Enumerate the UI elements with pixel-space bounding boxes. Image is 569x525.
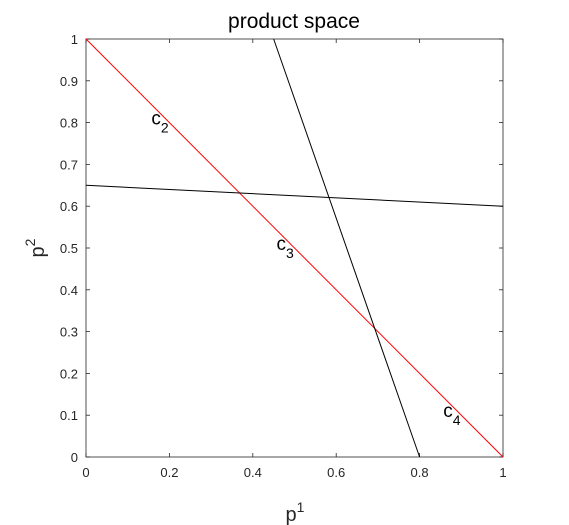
x-tick-label: 0 bbox=[82, 465, 89, 480]
curve-label-c3: c3 bbox=[277, 234, 295, 261]
y-axis-label-sup: 2 bbox=[22, 238, 38, 246]
x-axis-ticks: 0 0.2 0.4 0.6 0.8 1 bbox=[82, 39, 507, 480]
series-line-steep-line bbox=[273, 38, 421, 458]
y-tick-label: 0.4 bbox=[60, 283, 78, 298]
y-tick-label: 0.5 bbox=[60, 241, 78, 256]
series-line-red-line bbox=[85, 38, 504, 458]
y-tick-label: 0.2 bbox=[60, 366, 78, 381]
y-axis-ticks: 0 0.1 0.2 0.3 0.4 0.5 0.6 0.7 0.8 0.9 1 bbox=[60, 32, 503, 465]
x-tick-label: 0.6 bbox=[327, 465, 345, 480]
x-tick-label: 1 bbox=[499, 465, 506, 480]
y-tick-label: 0.6 bbox=[60, 199, 78, 214]
y-tick-label: 1 bbox=[71, 32, 78, 47]
curve-label-base: c bbox=[277, 234, 287, 255]
curve-label-sub: 4 bbox=[453, 412, 461, 428]
y-tick-label: 0 bbox=[71, 450, 78, 465]
curve-label-base: c bbox=[443, 401, 453, 422]
chart-title: product space bbox=[228, 10, 360, 33]
x-tick-label: 0.2 bbox=[160, 465, 178, 480]
y-tick-label: 0.8 bbox=[60, 116, 78, 131]
x-axis-label: p1 bbox=[286, 499, 305, 525]
y-tick-label: 0.3 bbox=[60, 325, 78, 340]
curve-label-sub: 3 bbox=[286, 245, 294, 261]
y-axis-label: p2 bbox=[22, 238, 49, 257]
y-tick-label: 0.1 bbox=[60, 408, 78, 423]
curve-label-c2: c2 bbox=[151, 109, 169, 136]
x-tick-label: 0.4 bbox=[244, 465, 262, 480]
y-tick-label: 0.9 bbox=[60, 74, 78, 89]
x-tick-label: 0.8 bbox=[411, 465, 429, 480]
y-axis-label-base: p bbox=[27, 246, 49, 257]
y-tick-label: 0.7 bbox=[60, 157, 78, 172]
x-axis-label-base: p bbox=[286, 504, 297, 525]
series-lines bbox=[85, 38, 504, 458]
series-line-flat-line bbox=[85, 184, 504, 207]
curve-label-sub: 2 bbox=[161, 120, 169, 136]
x-axis-label-sup: 1 bbox=[297, 499, 305, 515]
curve-label-c4: c4 bbox=[443, 401, 461, 428]
curve-label-base: c bbox=[151, 109, 161, 130]
